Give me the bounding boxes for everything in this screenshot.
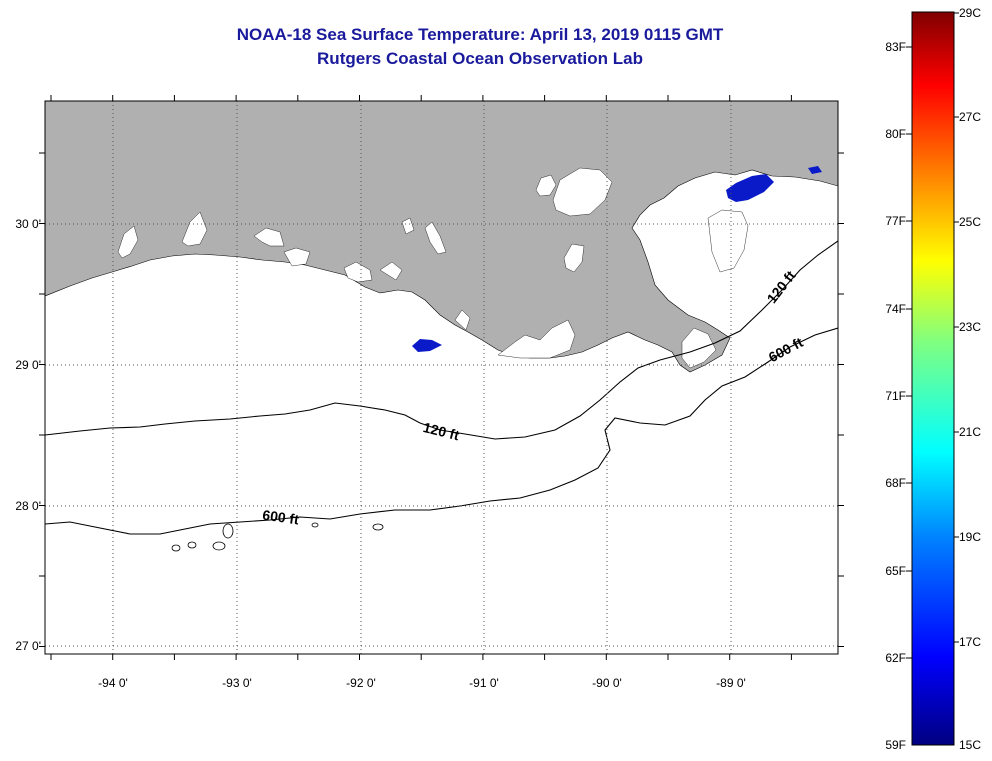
lat-label: 30 0': [15, 217, 41, 231]
lon-label: -93 0': [222, 676, 252, 690]
map-frame: [44, 100, 839, 655]
colorbar-f-label: 62F: [885, 651, 906, 665]
lat-label: 28 0': [15, 499, 41, 513]
map-subtitle: Rutgers Coastal Ocean Observation Lab: [317, 49, 643, 68]
colorbar-f-label: 80F: [885, 127, 906, 141]
contour-600ft: [45, 327, 838, 535]
cold-water-patch: [808, 166, 822, 174]
colorbar-c-label: 29C: [959, 6, 981, 20]
lat-label: 27 0': [15, 639, 41, 653]
colorbar-f-label: 59F: [885, 738, 906, 752]
cold-water-patch: [412, 339, 442, 352]
contour-120ft: [45, 240, 838, 440]
lat-label: 29 0': [15, 358, 41, 372]
land-mass: [45, 101, 838, 373]
contour-label: 600 ft: [261, 507, 300, 528]
colorbar-c-label: 19C: [959, 530, 981, 544]
lon-label: -94 0': [98, 676, 128, 690]
lon-label: -92 0': [346, 676, 376, 690]
sst-colorbar: [911, 11, 955, 746]
colorbar-f-label: 77F: [885, 214, 906, 228]
colorbar-f-label: 71F: [885, 389, 906, 403]
colorbar-c-label: 15C: [959, 738, 981, 752]
frame-ticks: [39, 95, 844, 660]
colorbar-c-label: 17C: [959, 635, 981, 649]
cloud-patches: [117, 167, 749, 369]
colorbar-c-label: 23C: [959, 320, 981, 334]
cold-water-patch: [726, 174, 774, 202]
lat-lon-grid: [45, 101, 838, 654]
contour-islets: [171, 522, 384, 552]
colorbar-c-label: 25C: [959, 215, 981, 229]
colorbar-c-label: 21C: [959, 425, 981, 439]
colorbar-ticks: [906, 12, 959, 659]
colorbar-f-label: 68F: [885, 476, 906, 490]
colorbar-f-label: 65F: [885, 564, 906, 578]
colorbar-c-label: 27C: [959, 110, 981, 124]
lon-label: -89 0': [716, 676, 746, 690]
lon-label: -91 0': [469, 676, 499, 690]
map-title: NOAA-18 Sea Surface Temperature: April 1…: [236, 25, 724, 44]
colorbar-f-label: 74F: [885, 302, 906, 316]
lon-label: -90 0': [592, 676, 622, 690]
colorbar-f-label: 83F: [885, 40, 906, 54]
